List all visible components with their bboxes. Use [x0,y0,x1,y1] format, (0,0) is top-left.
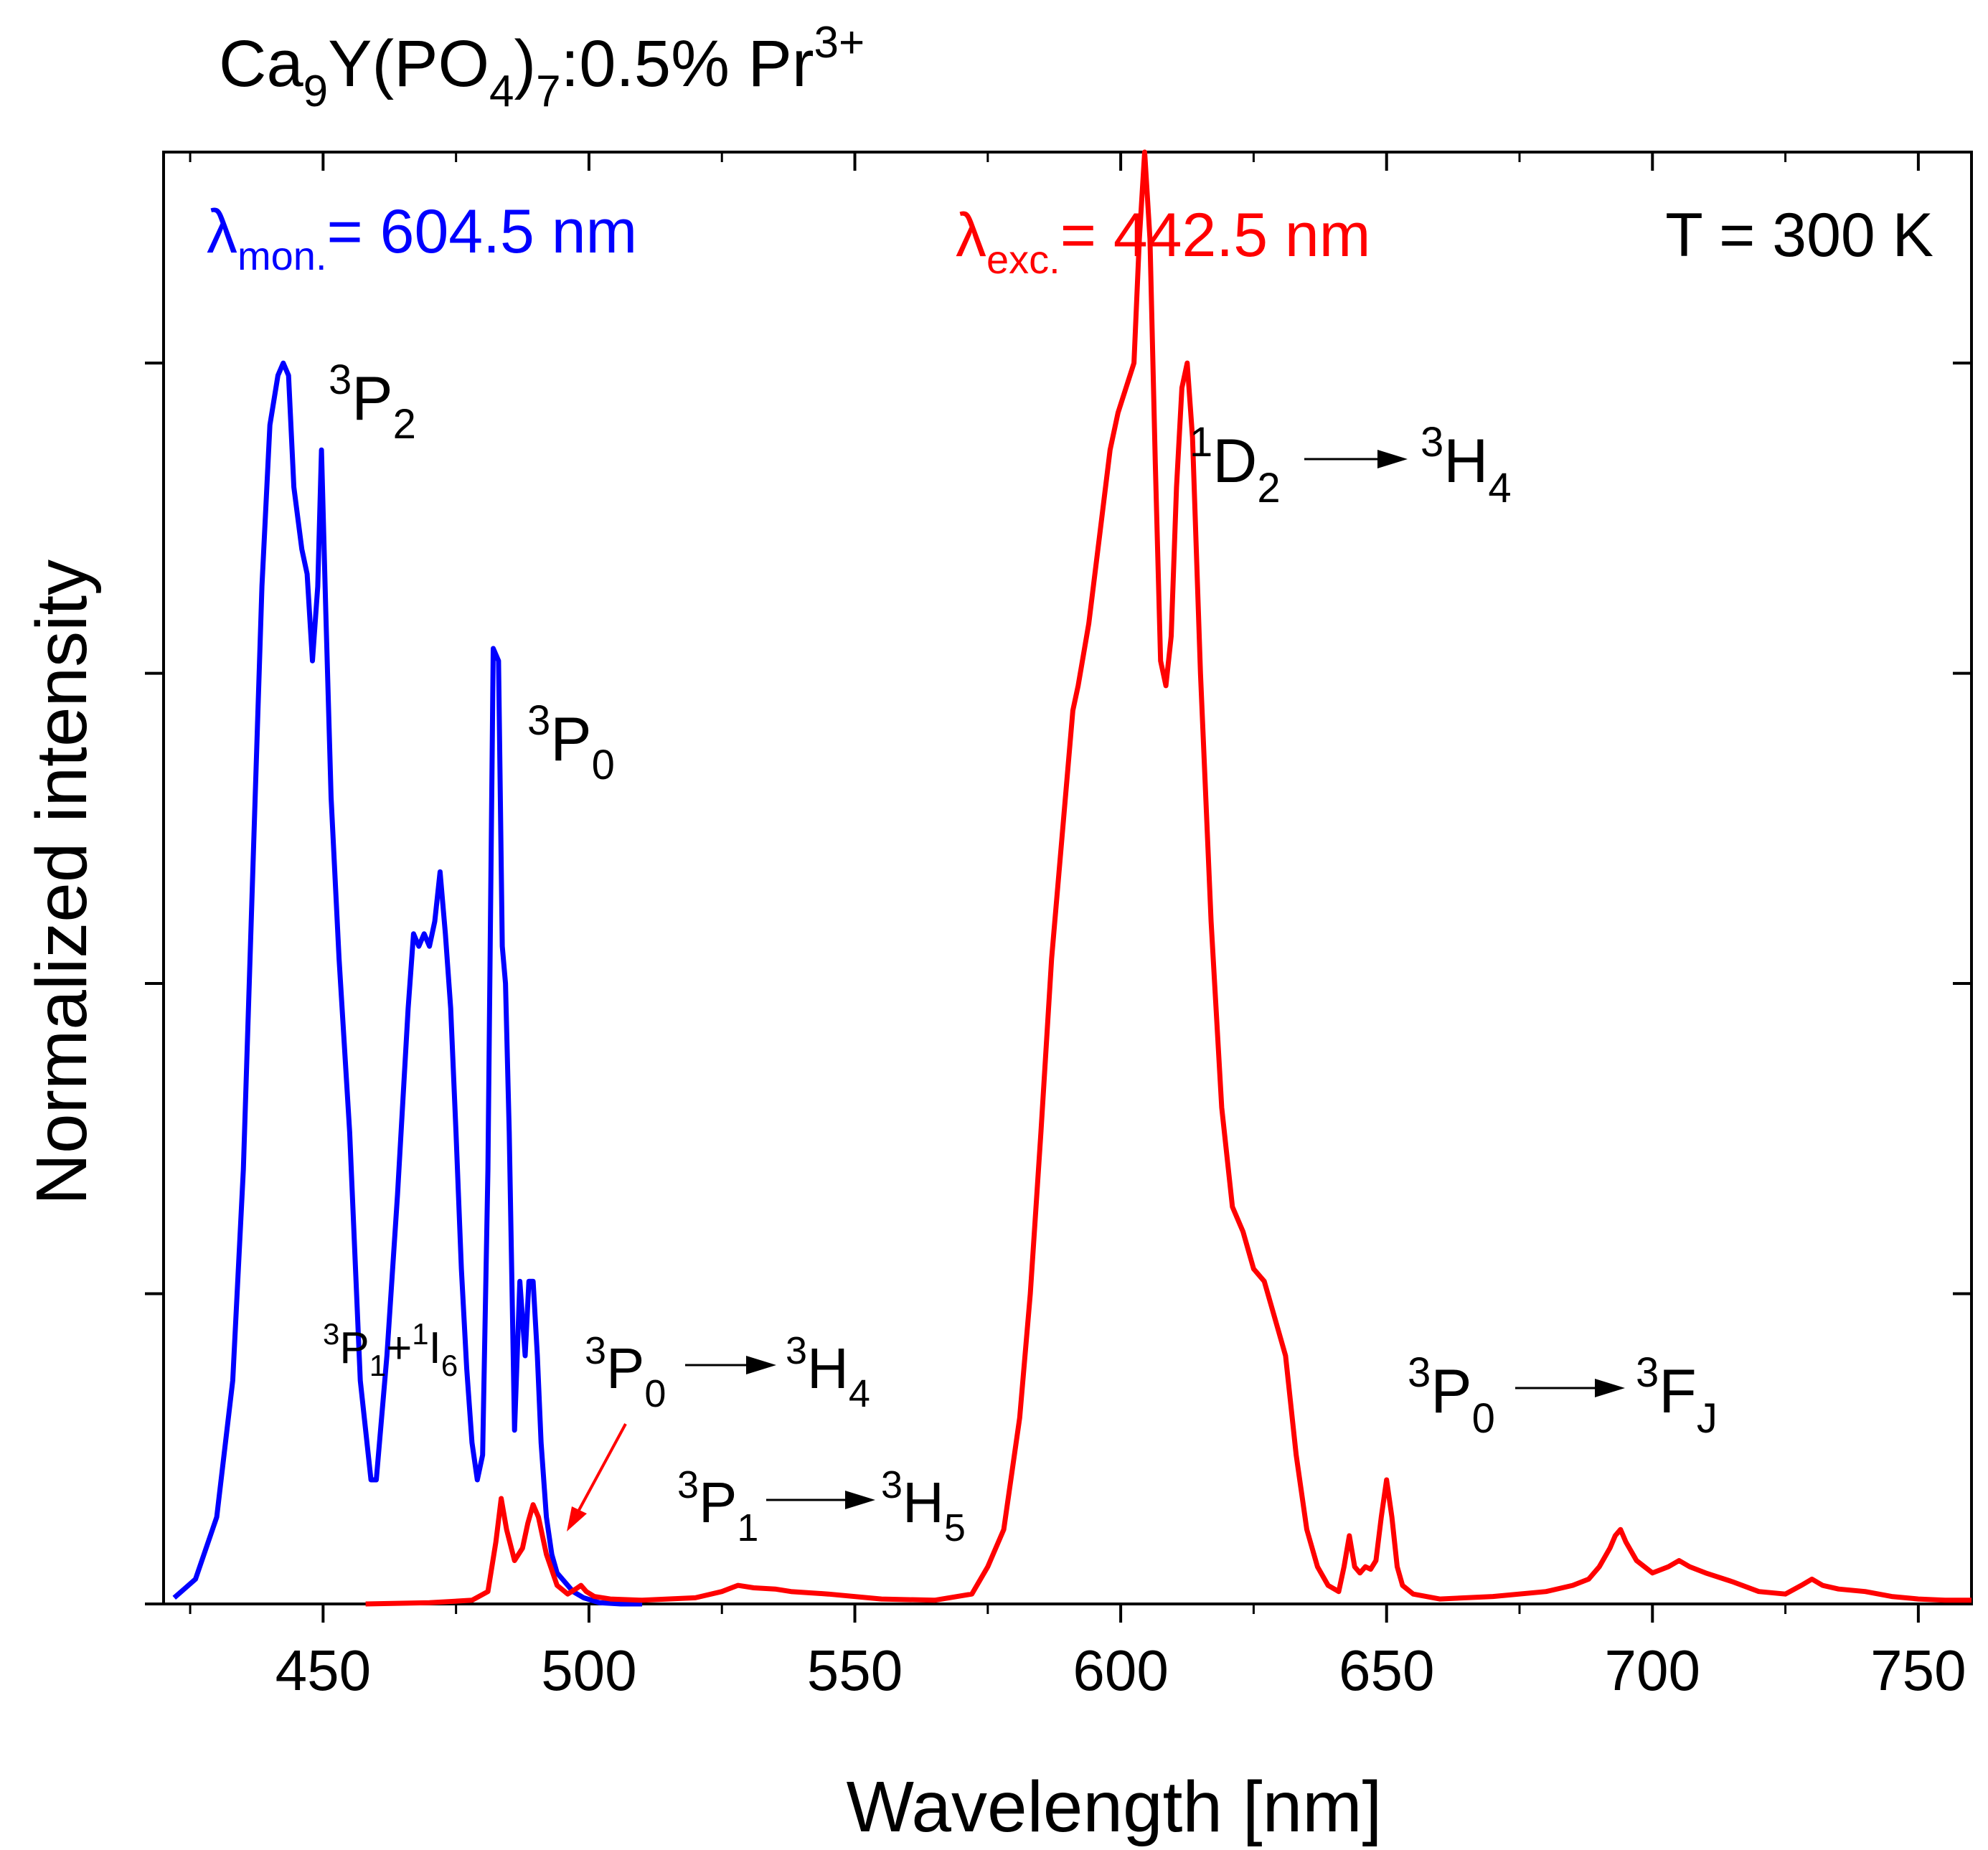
annotation-3P1-1I6: 3P1+1I6 [323,1317,458,1382]
svg-text:3P0: 3P0 [585,1329,666,1415]
x-tick-label: 450 [275,1638,371,1702]
annotation-1D2-3H4: 1D2 3H4 [1189,419,1512,511]
svg-text:3H4: 3H4 [1421,419,1512,511]
temperature-label: T = 300 K [1665,201,1933,270]
annotation-3P0-3H4: 3P0 3H4 [585,1329,870,1415]
svg-text:3H4: 3H4 [786,1329,870,1415]
x-tick-label: 500 [541,1638,636,1702]
annotation-3P0-3FJ: 3P0 3FJ [1408,1349,1718,1442]
annotation-3P2: 3P2 [329,357,416,448]
x-tick-label: 550 [807,1638,903,1702]
svg-text:3P0: 3P0 [1408,1349,1495,1442]
svg-text:3H5: 3H5 [881,1463,966,1549]
svg-text:3FJ: 3FJ [1636,1349,1718,1442]
y-axis-ticks [145,362,1971,1605]
emission-spectrum-line [365,149,1971,1607]
y-axis-label: Normalized intensity [22,560,102,1205]
x-axis-ticks: 450 500 550 600 650 700 750 [189,152,1966,1702]
annotation-3P0: 3P0 [527,697,615,788]
legend-emission: λexc.= 442.5 nm [956,201,1370,282]
chart-title: Ca9Y(PO4)7:0.5% Pr3+ [219,18,865,116]
x-tick-label: 700 [1605,1638,1700,1702]
annotation-3P1-3H5: 3P1 3H5 [677,1463,966,1549]
x-axis-label: Wavelength [nm] [847,1767,1382,1847]
x-tick-label: 600 [1073,1638,1168,1702]
plot-frame [162,151,1973,1605]
red-pointer-arrow [567,1423,627,1532]
svg-text:3P1: 3P1 [677,1463,758,1549]
x-tick-label: 650 [1339,1638,1434,1702]
series-layer [172,149,1971,1607]
excitation-spectrum-line [172,360,643,1607]
svg-text:1D2: 1D2 [1189,419,1281,511]
legend-excitation: λmon.= 604.5 nm [207,197,637,278]
x-tick-label: 750 [1870,1638,1966,1702]
